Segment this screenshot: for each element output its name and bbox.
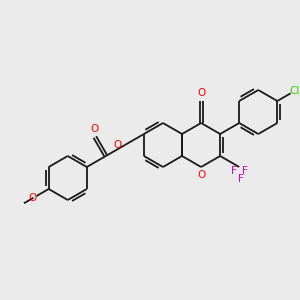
Text: F: F bbox=[242, 166, 248, 176]
Text: O: O bbox=[114, 140, 122, 150]
Text: O: O bbox=[29, 193, 37, 203]
Text: O: O bbox=[197, 88, 205, 98]
Text: O: O bbox=[91, 124, 99, 134]
Text: O: O bbox=[197, 170, 205, 180]
Text: F: F bbox=[231, 166, 237, 176]
Text: Cl: Cl bbox=[290, 86, 300, 96]
Text: F: F bbox=[238, 174, 244, 184]
